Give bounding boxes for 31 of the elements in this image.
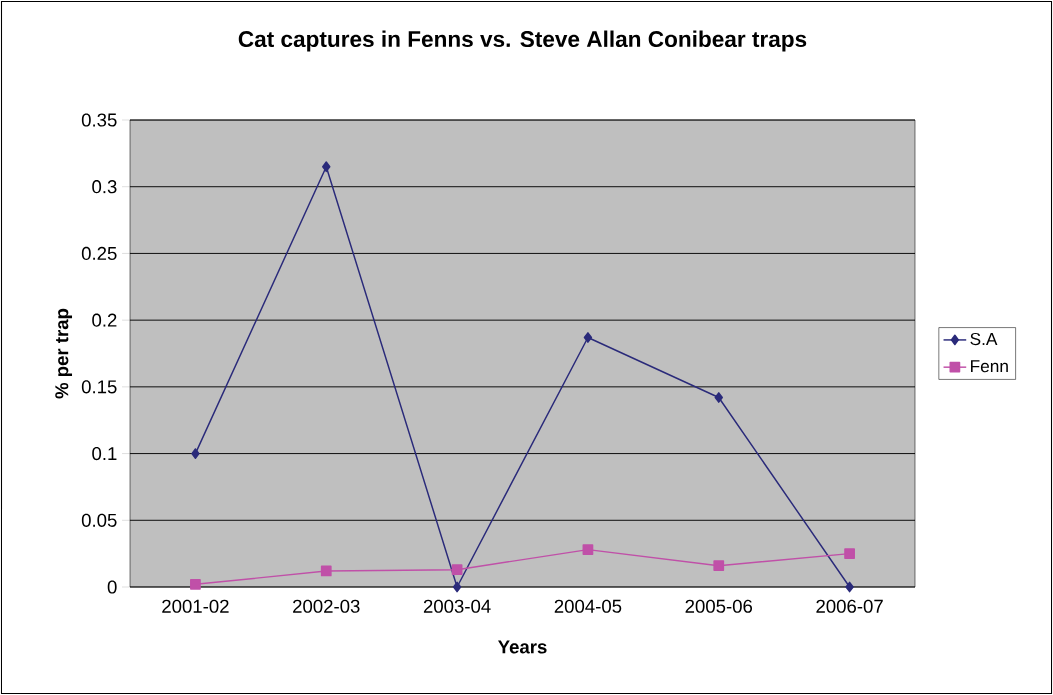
point (190, 578, 201, 590)
legend-label: Fenn (971, 360, 1008, 373)
point (714, 392, 723, 403)
x-tick-label: 2005-06 (685, 599, 753, 613)
x-tick-label: 2006-07 (816, 599, 883, 613)
y-axis-title: % per trap (55, 308, 73, 399)
x-tick-label: 2003-04 (423, 599, 491, 613)
y-tick-label: 0 (107, 580, 117, 594)
point (191, 448, 200, 459)
y-tick-label: 0.05 (81, 513, 117, 527)
y-tick-label: 0.1 (92, 446, 117, 461)
chart-title: Cat captures in Fenns vs. Steve Allan Conibear traps (238, 30, 807, 52)
y-tick-label: 0.35 (81, 113, 117, 127)
point (713, 560, 725, 572)
legend-label: S.A (970, 332, 998, 346)
point (451, 564, 463, 576)
x-tick-label: 2002-03 (293, 599, 360, 613)
point (583, 332, 593, 343)
point (844, 548, 855, 560)
y-tick-label: 0.3 (92, 180, 117, 194)
x-tick-label: 2001-02 (162, 599, 229, 613)
x-axis-title: Years (498, 640, 547, 654)
point (452, 581, 462, 593)
point (322, 161, 331, 173)
y-tick-label: 0.15 (81, 380, 117, 394)
point (320, 565, 332, 577)
x-tick-label: 2004-05 (554, 599, 622, 613)
point (845, 581, 854, 593)
y-tick-label: 0.2 (92, 313, 117, 327)
y-tick-label: 0.25 (81, 246, 117, 261)
point (582, 544, 594, 556)
